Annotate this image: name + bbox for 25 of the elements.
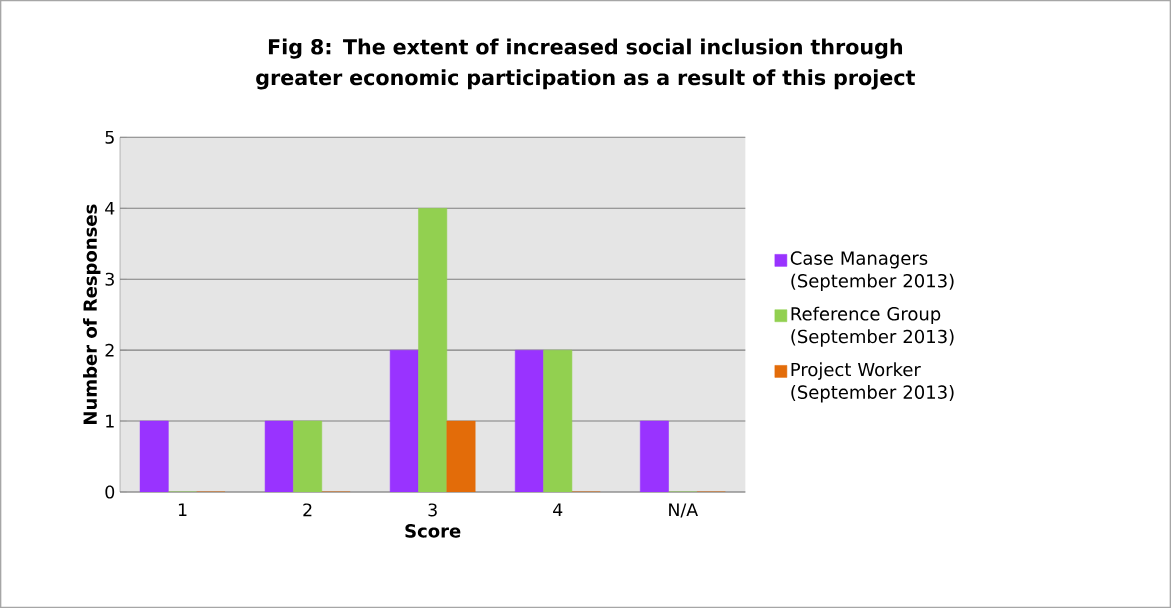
legend-label: Case Managers (September 2013) (790, 251, 954, 292)
y-tick-label: 3 (105, 272, 114, 286)
bar (543, 349, 573, 492)
bar (264, 420, 294, 492)
x-tick-label: 2 (303, 503, 312, 517)
x-tick-label: 4 (553, 503, 563, 517)
y-tick-label: 4 (105, 201, 115, 215)
y-axis-title: Number of Responses (83, 204, 101, 424)
bar (293, 420, 323, 492)
x-tick-label: 1 (178, 503, 187, 517)
x-axis-title: Score (405, 524, 461, 538)
bar (640, 420, 669, 492)
y-tick-label: 1 (106, 414, 114, 428)
x-tick-label: 3 (428, 503, 437, 517)
bar (389, 349, 419, 492)
x-tick-label: N/A (669, 503, 698, 518)
bar (418, 208, 448, 492)
chart-title: Fig 8: The extent of increased social inclusion through greater economic participation as a result of this project (256, 38, 915, 90)
y-tick-label: 0 (105, 485, 115, 499)
legend-label: Reference Group (September 2013) (791, 306, 954, 347)
y-tick-label: 5 (105, 130, 114, 144)
bar (514, 349, 544, 492)
bar (139, 420, 169, 492)
y-tick-label: 2 (105, 343, 114, 357)
legend-label: Project Worker (September 2013) (791, 362, 954, 403)
